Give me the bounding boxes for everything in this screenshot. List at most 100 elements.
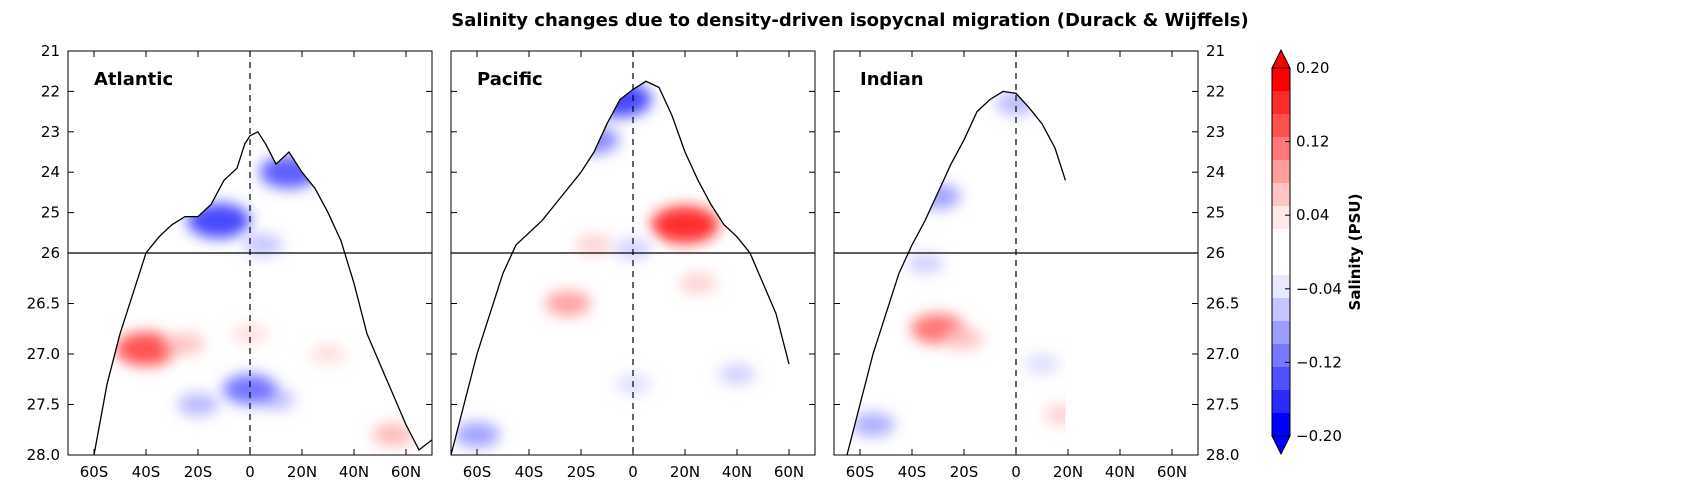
x-tick-label: 40N: [722, 463, 752, 481]
colorbar-tick-label: 0.20: [1296, 59, 1329, 77]
outcrop-line: [450, 80, 790, 456]
outcrop-mask: [94, 51, 432, 455]
x-tick-label: 60N: [774, 463, 804, 481]
colorbar-segment: [1272, 160, 1290, 184]
y-tick-label: 28.0: [27, 446, 60, 464]
y-tick-label: 23: [41, 123, 60, 141]
colorbar-label: Salinity (PSU): [1346, 194, 1364, 311]
x-tick-label: 20S: [567, 463, 596, 481]
y-tick-label: 27.0: [27, 345, 60, 363]
outcrop-mask: [451, 51, 789, 455]
anomaly-blob: [310, 344, 346, 364]
x-tick-label: 0: [1011, 463, 1021, 481]
x-tick-label: 60S: [80, 463, 109, 481]
colorbar-tick-label: −0.20: [1296, 427, 1342, 445]
x-tick-label: 0: [245, 463, 255, 481]
x-tick-label: 20N: [1053, 463, 1083, 481]
y-tick-label: 24: [41, 163, 60, 181]
y-tick-label-right: 23: [1206, 123, 1225, 141]
panel-label: Pacific: [477, 69, 543, 90]
panel-label: Atlantic: [94, 69, 173, 90]
colorbar-segment: [1272, 413, 1290, 437]
x-tick-label: 60S: [463, 463, 492, 481]
anomaly-blob: [575, 234, 613, 256]
x-tick-label: 20S: [184, 463, 213, 481]
colorbar-tick-label: 0.12: [1296, 133, 1329, 151]
panel-indian: Indian 60S 40S 20S 0 20N 40N 60N: [833, 50, 1199, 481]
anomaly-blob: [372, 423, 414, 447]
colorbar-segment: [1272, 367, 1290, 391]
anomaly-blob: [851, 412, 895, 437]
y-tick-label-right: 26: [1206, 244, 1225, 262]
colorbar-segment: [1272, 68, 1290, 92]
anomaly-blob: [177, 392, 219, 417]
chart-title: Salinity changes due to density-driven i…: [451, 10, 1248, 31]
x-tick-label: 20S: [950, 463, 979, 481]
x-tick-label: 60N: [391, 463, 421, 481]
y-tick-label: 27.5: [27, 396, 60, 414]
colorbar-extend-top: [1271, 48, 1291, 69]
colorbar-segment: [1272, 298, 1290, 322]
outcrop-line: [93, 130, 433, 456]
x-tick-label: 20N: [287, 463, 317, 481]
x-tick-label: 60S: [846, 463, 875, 481]
colorbar-segment: [1272, 114, 1290, 138]
panel-atlantic: Atlantic 60S 40S 20S 0 20N 40N 60N: [67, 50, 433, 481]
y-tick-label-right: 26.5: [1206, 295, 1239, 313]
anomaly-blob: [1024, 354, 1060, 374]
y-tick-label-right: 27.0: [1206, 345, 1239, 363]
y-tick-label-right: 22: [1206, 82, 1225, 100]
anomaly-blob: [454, 422, 500, 448]
colorbar-segment: [1272, 229, 1290, 253]
anomaly-blob: [614, 238, 652, 260]
anomaly-blob: [944, 327, 984, 350]
colorbar-tick-label: −0.04: [1296, 280, 1342, 298]
y-tick-label-right: 24: [1206, 163, 1225, 181]
y-tick-label: 22: [41, 82, 60, 100]
outcrop-mask: [847, 51, 1066, 455]
colorbar-extend-bottom: [1271, 435, 1291, 456]
colorbar-segment: [1272, 137, 1290, 161]
y-tick-label-right: 28.0: [1206, 446, 1239, 464]
x-tick-label: 40N: [339, 463, 369, 481]
colorbar-segment: [1272, 321, 1290, 345]
colorbar-segment: [1272, 344, 1290, 368]
anomaly-blob: [545, 290, 591, 317]
x-tick-label: 20N: [670, 463, 700, 481]
panel-pacific: Pacific 60S 40S 20S 0 20N 40N 60N: [450, 50, 816, 481]
colorbar-segment: [1272, 206, 1290, 230]
y-tick-label-right: 21: [1206, 42, 1225, 60]
anomaly-blob: [718, 363, 756, 385]
anomaly-blob: [165, 332, 205, 355]
x-tick-label: 0: [628, 463, 638, 481]
y-tick-label-right: 25: [1206, 204, 1225, 222]
y-tick-label: 26.5: [27, 295, 60, 313]
x-tick-label: 60N: [1157, 463, 1187, 481]
colorbar: 0.20 0.12 0.04 −0.04 −0.12 −0.20 Salinity (PSU…: [1271, 48, 1364, 456]
anomaly-blob: [651, 205, 719, 244]
y-tick-label: 21: [41, 42, 60, 60]
colorbar-tick-label: −0.12: [1296, 353, 1342, 371]
anomaly-blob: [906, 252, 944, 274]
x-tick-label: 40S: [515, 463, 544, 481]
colorbar-segment: [1272, 275, 1290, 299]
outcrop-line: [846, 90, 1067, 456]
x-tick-label: 40S: [132, 463, 161, 481]
anomaly-blob: [232, 324, 268, 344]
anomaly-blob: [679, 272, 717, 294]
anomaly-blob: [115, 331, 177, 366]
y-tick-label-right: 27.5: [1206, 396, 1239, 414]
panel-label: Indian: [860, 69, 924, 90]
colorbar-tick-label: 0.04: [1296, 206, 1329, 224]
y-tick-label: 25: [41, 204, 60, 222]
x-tick-label: 40S: [898, 463, 927, 481]
y-tick-label: 26: [41, 244, 60, 262]
colorbar-segment: [1272, 252, 1290, 276]
colorbar-segment: [1272, 91, 1290, 115]
colorbar-segment: [1272, 183, 1290, 207]
x-tick-label: 40N: [1105, 463, 1135, 481]
anomaly-blob: [243, 233, 283, 256]
colorbar-segment: [1272, 390, 1290, 414]
anomaly-field: [115, 155, 414, 447]
anomaly-field: [851, 91, 1082, 437]
